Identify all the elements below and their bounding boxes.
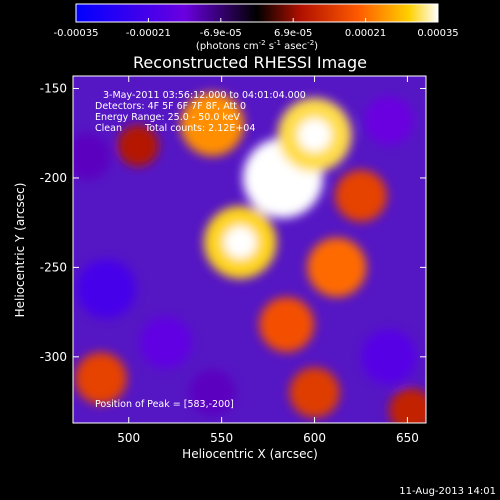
source-10 xyxy=(76,259,137,319)
colorbar-tick-label: 6.9e-05 xyxy=(274,28,312,39)
emission-map xyxy=(73,92,426,423)
y-axis-ticks: -150 -200 -250 -300 xyxy=(40,82,426,364)
source-7 xyxy=(289,367,340,418)
unit-sup-2: -1 xyxy=(274,39,281,47)
unit-sup-1: -2 xyxy=(259,39,266,47)
date-stamp: 11-Aug-2013 14:01 xyxy=(399,486,496,497)
unit-main: (photons cm xyxy=(196,41,259,52)
clean-annotation: Clean xyxy=(95,123,122,134)
source-3 xyxy=(180,92,245,157)
source-core-1 xyxy=(297,118,332,152)
energy-annotation: Energy Range: 25.0 - 50.0 keV xyxy=(95,112,240,123)
chart-title: Reconstructed RHESSI Image xyxy=(133,53,367,72)
plot-frame xyxy=(72,75,427,424)
unit-close: ) xyxy=(314,41,318,52)
source-4 xyxy=(307,237,367,297)
y-tick-label: -250 xyxy=(40,260,67,274)
colorbar-tick-label: -0.00035 xyxy=(54,28,99,39)
source-8 xyxy=(74,352,127,405)
source-15 xyxy=(73,133,111,180)
source-core-2 xyxy=(223,226,257,259)
source-9 xyxy=(117,125,159,167)
source-6 xyxy=(259,297,315,353)
source-11 xyxy=(139,316,192,369)
source-12 xyxy=(361,329,417,385)
colorbar-tick-label: -6.9e-05 xyxy=(200,28,242,39)
x-axis-label: Heliocentric X (arcsec) xyxy=(182,447,318,461)
x-tick-label: 500 xyxy=(117,431,140,445)
source-13 xyxy=(364,96,414,146)
detectors-annotation: Detectors: 4F 5F 6F 7F 8F, Att 0 xyxy=(95,101,246,112)
colorbar-tick-label: 0.00035 xyxy=(417,28,458,39)
source-core-0 xyxy=(264,159,301,196)
colorbar-unit-label: (photons cm-2 s-1 asec-2) xyxy=(196,39,318,52)
x-tick-label: 550 xyxy=(210,431,233,445)
source-14 xyxy=(189,369,236,416)
source-5 xyxy=(335,169,387,222)
peak-position-annotation: Position of Peak = [583,-200] xyxy=(95,399,234,410)
time-range-annotation: 3-May-2011 03:56:12.000 to 04:01:04.000 xyxy=(103,90,306,101)
unit-end: asec xyxy=(281,41,307,52)
x-tick-label: 600 xyxy=(303,431,326,445)
y-tick-label: -200 xyxy=(40,171,67,185)
x-tick-label: 650 xyxy=(396,431,419,445)
colorbar xyxy=(75,3,439,23)
y-tick-label: -150 xyxy=(40,82,67,96)
y-tick-label: -300 xyxy=(40,350,67,364)
colorbar-tick-label: -0.00021 xyxy=(126,28,171,39)
unit-sup-3: -2 xyxy=(307,39,314,47)
total-counts-annotation: Total counts: 2.12E+04 xyxy=(144,123,255,134)
source-16 xyxy=(388,388,426,423)
x-axis-ticks: 500 550 600 650 xyxy=(117,76,419,445)
colorbar-tick-label: 0.00021 xyxy=(345,28,386,39)
y-axis-label: Heliocentric Y (arcsec) xyxy=(13,183,27,318)
colorbar-ticks: -0.00035 -0.00021 -6.9e-05 6.9e-05 0.00021 0.… xyxy=(54,18,459,39)
unit-mid: s xyxy=(266,41,274,52)
